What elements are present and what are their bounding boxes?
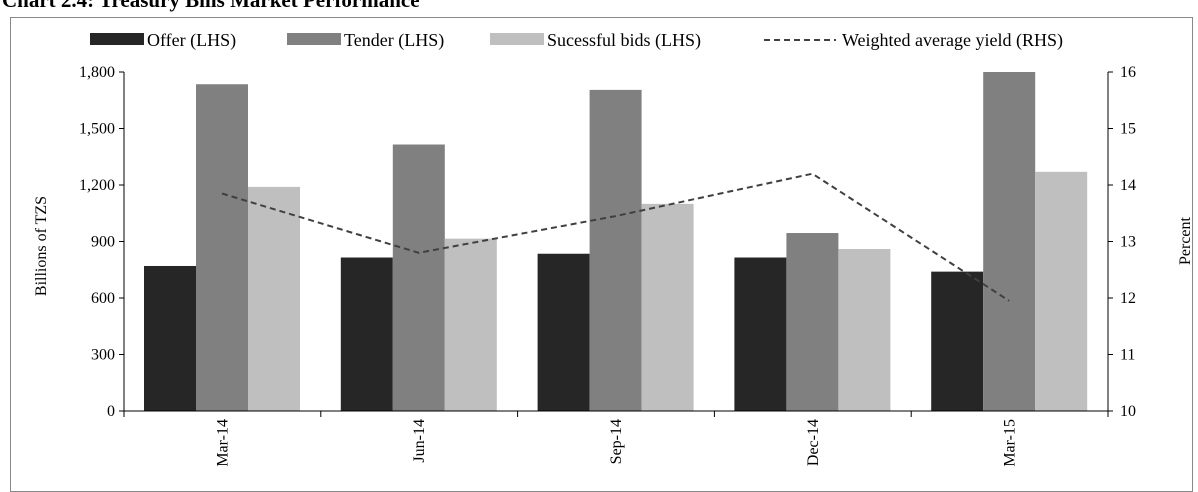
legend-swatch-offer — [90, 33, 144, 45]
y2-tick-label: 13 — [1120, 234, 1136, 251]
legend-label-offer: Offer (LHS) — [147, 30, 236, 51]
bar-offer-jun-14 — [340, 257, 393, 411]
bar-tender-mar-15 — [983, 72, 1036, 411]
y2-tick-label: 11 — [1120, 347, 1135, 364]
x-tick-label: Mar-14 — [214, 419, 231, 467]
y-tick-label: 1,800 — [79, 64, 115, 81]
bar-offer-sep-14 — [537, 253, 590, 411]
x-tick-label: Sep-14 — [608, 419, 625, 464]
legend-label-tender: Tender (LHS) — [344, 30, 444, 51]
bar-sucessful-mar-15 — [1035, 171, 1088, 411]
y-tick-label: 0 — [107, 403, 115, 420]
bar-tender-dec-14 — [786, 233, 839, 411]
ticks-group: 0 300 600 900 1,200 1,500 1,800 10 11 12 13 14 15 16 M… — [79, 64, 1136, 467]
bar-tender-sep-14 — [589, 89, 642, 412]
bar-offer-dec-14 — [734, 257, 787, 411]
x-tick-label: Jun-14 — [411, 419, 428, 463]
bars-group — [144, 72, 1088, 412]
legend-label-weighted: Weighted average yield (RHS) — [842, 30, 1063, 51]
line-group — [221, 172, 1010, 302]
bar-tender-jun-14 — [392, 144, 445, 411]
bar-tender-mar-14 — [196, 84, 248, 411]
x-tick-label: Mar-15 — [1002, 419, 1019, 467]
y-tick-label: 1,200 — [79, 177, 115, 194]
y2-tick-label: 16 — [1120, 64, 1136, 81]
y2-tick-label: 10 — [1120, 403, 1136, 420]
y2-tick-label: 14 — [1120, 177, 1136, 194]
y2-tick-label: 12 — [1120, 290, 1136, 307]
y2-axis-label: Percent — [1177, 216, 1194, 265]
chart-title: Chart 2.4: Treasury Bills Market Perform… — [2, 0, 420, 12]
y-tick-label: 600 — [91, 290, 115, 307]
y-axis-label: Billions of TZS — [33, 196, 50, 296]
bar-sucessful-jun-14 — [444, 238, 497, 411]
legend-label-sucessful: Sucessful bids (LHS) — [547, 30, 701, 51]
bar-sucessful-dec-14 — [838, 249, 891, 411]
y-tick-label: 1,500 — [79, 121, 115, 138]
y2-tick-label: 15 — [1120, 121, 1136, 138]
y-tick-label: 300 — [91, 347, 115, 364]
legend-swatch-sucessful — [490, 33, 544, 45]
bar-offer-mar-15 — [931, 271, 984, 411]
line-weighted-average-yield — [221, 172, 1010, 302]
bar-sucessful-mar-14 — [248, 186, 300, 411]
y-tick-label: 900 — [91, 234, 115, 251]
bar-sucessful-sep-14 — [641, 203, 694, 411]
legend-swatch-tender — [287, 33, 341, 45]
legend: Offer (LHS) Tender (LHS) Sucessful bids (L… — [90, 30, 1063, 51]
bar-offer-mar-14 — [144, 265, 196, 411]
x-tick-label: Dec-14 — [805, 419, 822, 466]
